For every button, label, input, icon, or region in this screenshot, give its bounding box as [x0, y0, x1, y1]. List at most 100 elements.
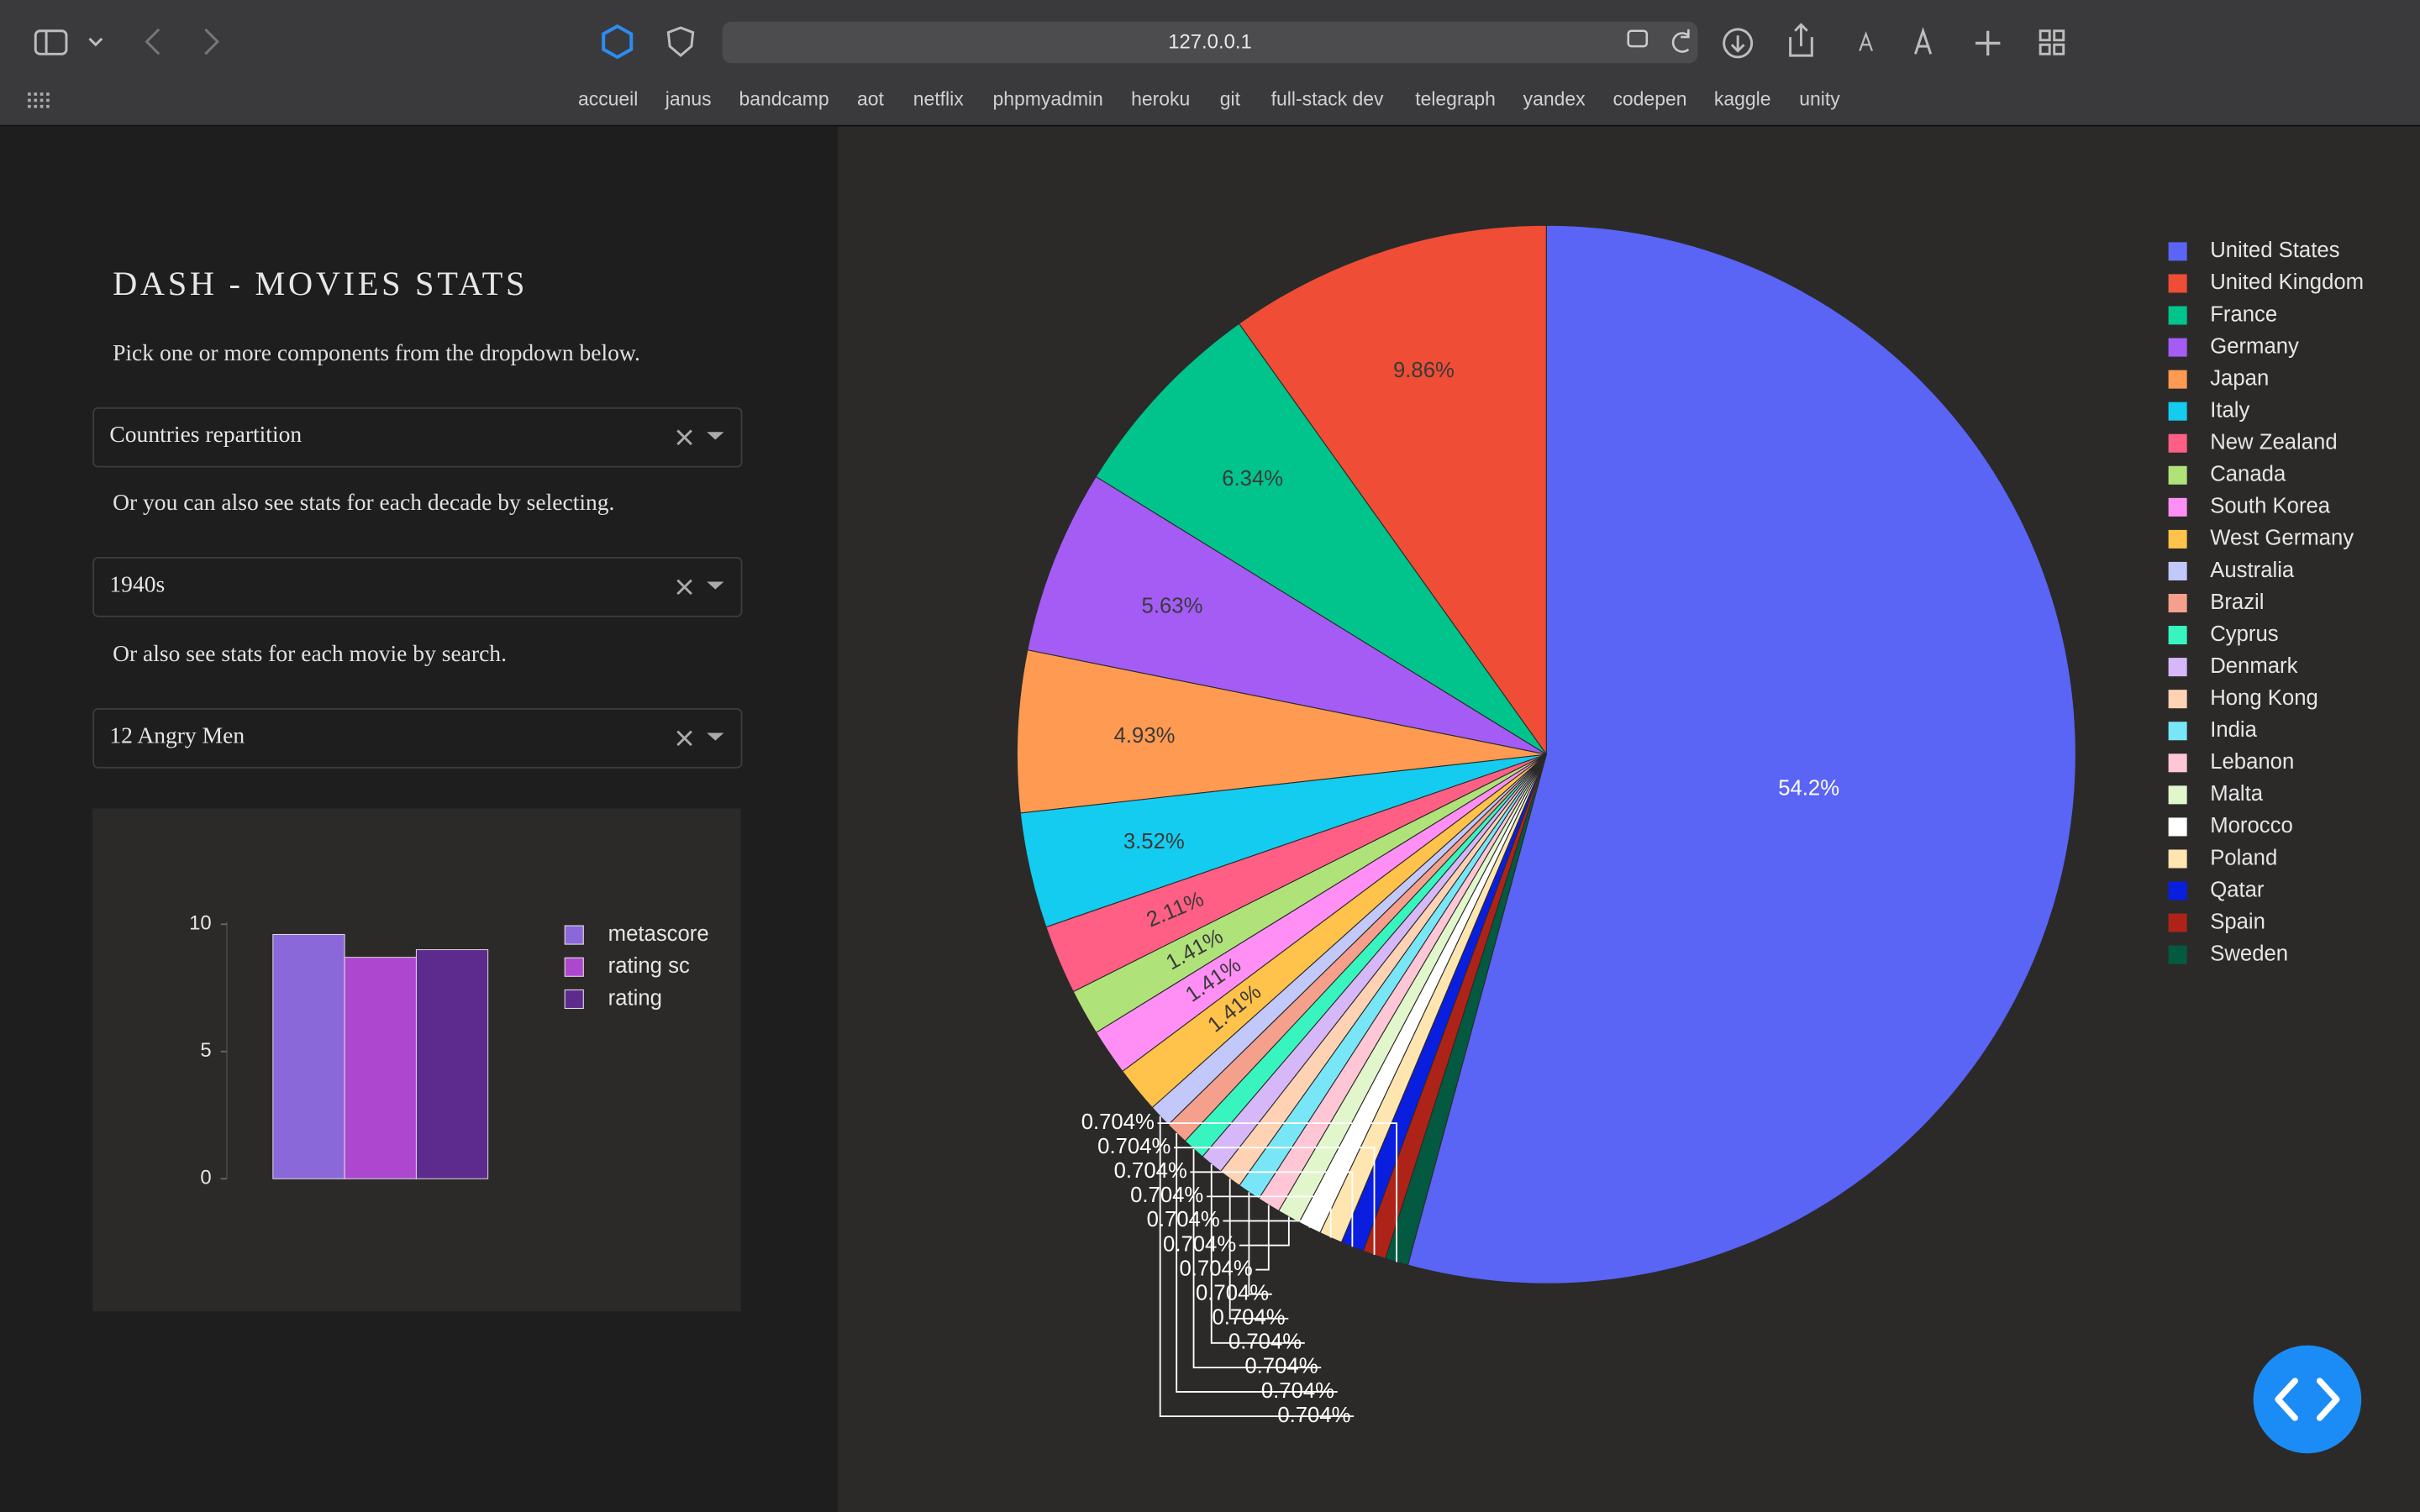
- sidebar-icon[interactable]: [34, 29, 68, 55]
- legend-swatch: [2168, 593, 2187, 613]
- dropdown-value: 1940s: [109, 570, 165, 596]
- bookmarks-bar: accueil janus bandcamp aot netflix phpmyadmin…: [578, 87, 1840, 109]
- slice-label: 9.86%: [1393, 359, 1455, 382]
- legend-label: Japan: [2210, 366, 2269, 390]
- bookmark[interactable]: kaggle: [1714, 87, 1771, 109]
- bookmark[interactable]: janus: [665, 87, 712, 109]
- legend-swatch: [2168, 242, 2187, 261]
- legend-swatch: [564, 989, 584, 1010]
- debug-button[interactable]: [2253, 1345, 2362, 1454]
- leader-line: [1176, 1132, 1338, 1393]
- pie-slice: [1238, 224, 1547, 756]
- dropdown-arrow[interactable]: [707, 432, 724, 440]
- slice-label: 5.63%: [1142, 594, 1203, 617]
- legend-label: United States: [2210, 239, 2339, 262]
- bookmark[interactable]: netflix: [913, 87, 964, 109]
- legend-label: France: [2210, 302, 2277, 326]
- bookmark[interactable]: unity: [1799, 87, 1840, 109]
- slice-label: 3.52%: [1123, 830, 1185, 853]
- slice-label: 0.704%: [1261, 1379, 1334, 1403]
- dropdown[interactable]: [92, 557, 743, 617]
- bookmark[interactable]: yandex: [1523, 87, 1586, 109]
- clear-button[interactable]: [676, 429, 692, 446]
- legend-swatch: [2168, 722, 2187, 741]
- leader-line: [1192, 1148, 1322, 1368]
- forward-button[interactable]: [204, 28, 220, 55]
- bookmark[interactable]: phpmyadmin: [992, 87, 1102, 109]
- address-bar[interactable]: [722, 21, 1698, 64]
- bookmark[interactable]: bandcamp: [739, 87, 829, 109]
- slice-label: 0.704%: [1277, 1404, 1350, 1427]
- legend-swatch: [2168, 817, 2187, 837]
- slice-label: 6.34%: [1222, 467, 1283, 491]
- download-arrow: [1730, 35, 1745, 53]
- clear-button[interactable]: [676, 730, 692, 747]
- leader-line: [1228, 1179, 1289, 1320]
- translate-button[interactable]: [1627, 29, 1649, 48]
- tab-menu-icon[interactable]: [88, 37, 103, 47]
- prompt-text: Pick one or more components from the dro…: [113, 339, 640, 365]
- reload-button[interactable]: [1671, 29, 1690, 53]
- legend-swatch: [2168, 626, 2187, 645]
- pie-slice: [1027, 475, 1547, 755]
- prompt-text: Or you can also see stats for each decad…: [113, 489, 614, 515]
- share-button[interactable]: [1789, 23, 1813, 57]
- legend-swatch: [2168, 913, 2187, 932]
- dropdown-arrow[interactable]: [707, 732, 724, 741]
- legend-label: Canada: [2210, 463, 2286, 486]
- leader-line: [1210, 1163, 1305, 1344]
- back-button[interactable]: [145, 28, 160, 55]
- bar: [344, 957, 417, 1179]
- leader-line: [1174, 1147, 1376, 1255]
- leader-line: [1255, 1205, 1270, 1271]
- slice-label: 0.704%: [1196, 1281, 1269, 1305]
- apps-grid-icon[interactable]: [28, 92, 50, 108]
- bookmark[interactable]: codepen: [1612, 87, 1686, 109]
- dropdown-arrow[interactable]: [707, 581, 724, 590]
- slice-label: 0.704%: [1081, 1110, 1155, 1134]
- bar-chart: 0 5 10 metascore rating sc rating: [189, 912, 709, 1189]
- dropdown[interactable]: [92, 407, 743, 468]
- legend-label: Lebanon: [2210, 750, 2294, 774]
- leader-line: [1223, 1220, 1311, 1228]
- legend-label: Poland: [2210, 846, 2277, 869]
- legend-label: Malta: [2210, 782, 2264, 806]
- legend-swatch: [2168, 465, 2187, 485]
- legend-swatch: [2168, 306, 2187, 325]
- pie-slice: [1407, 224, 2076, 1284]
- legend-label: Sweden: [2210, 942, 2288, 965]
- bookmark[interactable]: git: [1220, 87, 1241, 109]
- slice-label: 0.704%: [1147, 1208, 1220, 1231]
- bookmark[interactable]: full-stack dev: [1271, 87, 1384, 109]
- bookmark[interactable]: aot: [857, 87, 885, 109]
- legend-label: Australia: [2210, 559, 2295, 582]
- leader-line: [1248, 1192, 1272, 1295]
- new-tab-button[interactable]: [1975, 30, 2001, 56]
- tab-overview-button[interactable]: [2039, 29, 2051, 42]
- legend-label: rating: [608, 986, 662, 1010]
- legend-label: United Kingdom: [2210, 270, 2364, 294]
- y-tick-label: 10: [189, 912, 212, 935]
- legend-swatch: [2168, 945, 2187, 964]
- downloads-button[interactable]: [1723, 28, 1754, 59]
- dropdown[interactable]: [92, 708, 743, 769]
- bookmark[interactable]: telegraph: [1415, 87, 1496, 109]
- extension-icon[interactable]: [602, 24, 634, 60]
- legend-swatch: [2168, 561, 2187, 580]
- text-smaller-button[interactable]: [1859, 31, 1873, 51]
- slice-label: 0.704%: [1114, 1159, 1187, 1183]
- legend-swatch: [2168, 785, 2187, 805]
- bookmark[interactable]: heroku: [1131, 87, 1190, 109]
- legend-swatch: [2168, 753, 2187, 773]
- legend-label: Denmark: [2210, 654, 2297, 678]
- text-larger-button[interactable]: [1913, 27, 1933, 55]
- legend-label: Germany: [2210, 334, 2299, 358]
- legend-swatch: [2168, 658, 2187, 677]
- privacy-icon[interactable]: [666, 26, 695, 58]
- address-bar-icons: [1627, 29, 1690, 53]
- clear-button[interactable]: [676, 579, 692, 596]
- tab-overview-cell: [2053, 29, 2065, 42]
- bookmark[interactable]: accueil: [578, 87, 638, 109]
- legend-label: Spain: [2210, 910, 2265, 933]
